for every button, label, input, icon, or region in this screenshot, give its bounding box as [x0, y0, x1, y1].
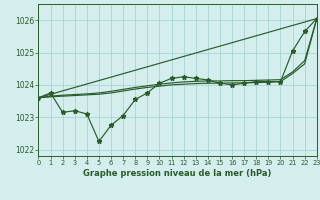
X-axis label: Graphe pression niveau de la mer (hPa): Graphe pression niveau de la mer (hPa)	[84, 169, 272, 178]
